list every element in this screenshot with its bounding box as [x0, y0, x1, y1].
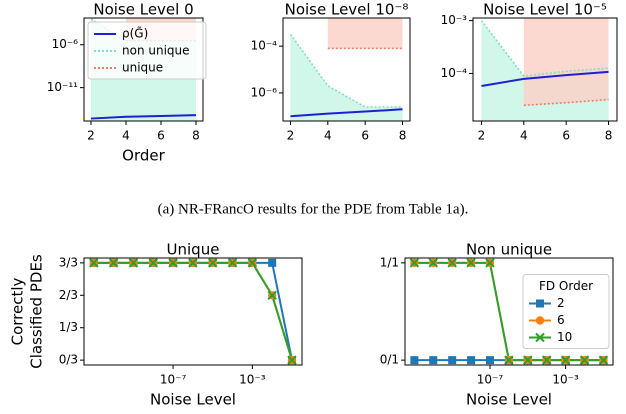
y-tick-label: 3/3 — [59, 255, 78, 269]
marker — [108, 258, 119, 268]
y-tick-label: 10⁻⁴ — [251, 39, 278, 53]
x-axis-label: Order — [122, 147, 165, 165]
legend-label: 10 — [557, 330, 572, 344]
marker — [148, 258, 158, 268]
marker — [227, 258, 238, 268]
x-tick-label: 4 — [324, 129, 332, 143]
x-tick-label: 6 — [562, 129, 570, 143]
plot-frame — [404, 257, 614, 366]
legend-label: ρ(G̃) — [122, 26, 148, 40]
marker — [128, 258, 139, 268]
marker — [410, 356, 419, 365]
marker — [429, 356, 438, 365]
y-tick-label: 2/3 — [59, 288, 78, 302]
chart-title: Noise Level 10⁻⁸ — [285, 1, 409, 19]
plot-frame — [83, 257, 303, 366]
marker — [168, 258, 178, 268]
plot — [480, 18, 609, 121]
x-tick-label: 4 — [520, 129, 528, 143]
y-tick-label: 0/1 — [380, 353, 399, 367]
y-tick-label: 10⁻⁶ — [251, 85, 278, 99]
marker — [535, 316, 545, 325]
y-axis-label: Correctly — [9, 277, 27, 345]
x-tick-label: 2 — [287, 129, 295, 143]
marker — [466, 258, 476, 268]
x-tick-label: 6 — [361, 129, 369, 143]
legend-box — [522, 274, 610, 349]
y-tick-label: 10⁻⁴ — [441, 66, 468, 80]
marker — [467, 356, 476, 365]
plot-frame — [282, 17, 411, 122]
x-tick-label: 8 — [399, 129, 407, 143]
x-tick-label: 10⁻³ — [552, 373, 579, 387]
x-axis-label: Noise Level — [150, 391, 236, 409]
series-line — [93, 261, 293, 361]
marker — [409, 258, 420, 268]
legend-label: 6 — [557, 313, 565, 327]
chart-title: Noise Level 10⁻⁵ — [483, 1, 607, 19]
y-axis-label: Classified PDEs — [28, 254, 46, 369]
marker — [448, 356, 457, 365]
y-tick-label: 10⁻¹¹ — [47, 80, 78, 94]
plot — [289, 18, 403, 121]
x-tick-label: 2 — [478, 129, 486, 143]
legend-title: FD Order — [539, 279, 593, 293]
marker — [268, 258, 277, 267]
marker — [542, 355, 552, 365]
marker — [579, 355, 590, 365]
legend-label: non unique — [122, 44, 190, 58]
marker — [447, 258, 457, 268]
series-line — [290, 108, 403, 118]
legend-label: unique — [122, 61, 163, 75]
area — [290, 34, 403, 121]
chart-title: Unique — [167, 241, 220, 259]
x-tick-label: 2 — [87, 129, 95, 143]
area — [327, 18, 403, 49]
series-line — [481, 70, 609, 87]
y-tick-label: 0/3 — [59, 353, 78, 367]
x-tick-label: 4 — [122, 129, 130, 143]
y-tick-label: 10⁻⁶ — [52, 37, 79, 51]
plot-frame — [472, 17, 618, 122]
caption: (a) NR-FRancO results for the PDE from T… — [158, 201, 469, 217]
marker — [89, 258, 99, 268]
legend-label: 2 — [557, 296, 565, 310]
marker — [560, 355, 571, 365]
x-tick-label: 8 — [605, 129, 613, 143]
marker — [598, 355, 609, 365]
y-tick-label: 1/1 — [380, 255, 399, 269]
marker — [267, 290, 277, 300]
marker — [247, 258, 258, 268]
x-tick-label: 6 — [157, 129, 165, 143]
chart-title: Non unique — [466, 241, 552, 259]
y-tick-label: 1/3 — [59, 320, 78, 334]
marker — [208, 258, 218, 268]
marker — [485, 258, 495, 268]
series-line — [90, 114, 197, 120]
y-tick-label: 10⁻³ — [441, 13, 468, 27]
marker — [188, 258, 198, 268]
x-tick-label: 10⁻⁷ — [160, 373, 187, 387]
marker — [485, 356, 494, 365]
marker — [504, 355, 514, 365]
plot — [93, 261, 293, 361]
legend-box — [87, 21, 207, 80]
marker — [535, 332, 545, 343]
chart-title: Noise Level 0 — [93, 1, 193, 19]
series-line — [480, 20, 609, 77]
marker — [428, 258, 438, 268]
marker — [287, 355, 297, 365]
series-line — [289, 33, 403, 108]
area — [523, 18, 609, 106]
x-tick-label: 10⁻⁷ — [477, 373, 504, 387]
marker — [536, 299, 544, 308]
x-tick-label: 10⁻³ — [239, 373, 266, 387]
x-axis-label: Noise Level — [466, 391, 552, 409]
marker — [523, 355, 533, 365]
x-tick-label: 8 — [192, 129, 200, 143]
